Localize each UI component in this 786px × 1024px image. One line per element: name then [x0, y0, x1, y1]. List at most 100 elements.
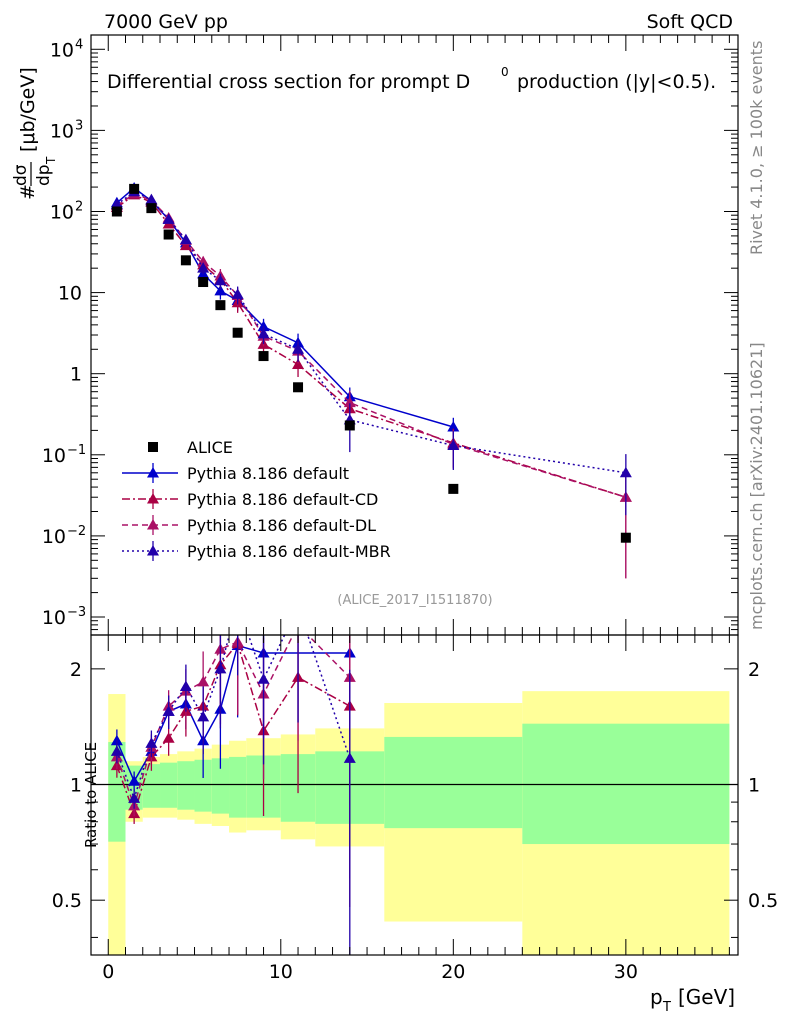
legend-marker-mbr: [147, 545, 159, 556]
ratio-marker-mbr: [145, 737, 158, 748]
ratio-y-tick-label-right: 1: [748, 775, 760, 797]
data-point-alice: [163, 229, 174, 240]
main-y-axis-label: # dσ dp T [μb/GeV]: [11, 67, 58, 200]
ratio-marker-mbr: [162, 705, 175, 716]
main-y-tick-label: 10: [42, 526, 66, 548]
ratio-marker-dl: [197, 675, 210, 687]
legend-label-data: ALICE: [187, 438, 233, 457]
marker-mbr: [197, 262, 210, 273]
legend-label-cd: Pythia 8.186 default-CD: [187, 490, 378, 509]
plot-title-main: Differential cross section for prompt D: [107, 71, 470, 93]
marker-mbr: [231, 288, 244, 299]
legend-label-default: Pythia 8.186 default: [187, 464, 349, 483]
x-label-main: p: [650, 985, 663, 1009]
main-y-tick-label: 10: [50, 39, 74, 61]
ratio-y-tick-label: 0.5: [52, 890, 82, 912]
ratio-marker-mbr: [343, 752, 356, 763]
mcplots-label: mcplots.cern.ch [arXiv:2401.10621]: [747, 342, 766, 630]
main-y-tick-exponent: 4: [75, 37, 83, 52]
ratio-marker-mbr: [214, 662, 227, 674]
data-point-alice: [215, 300, 226, 311]
band-green: [177, 761, 195, 810]
data-point-alice: [620, 532, 631, 543]
energy-label: 7000 GeV pp: [104, 11, 228, 33]
band-green: [384, 736, 523, 829]
marker-mbr: [214, 274, 227, 286]
legend-marker-cd: [147, 493, 159, 504]
data-point-alice: [111, 206, 122, 217]
data-point-alice: [258, 351, 269, 362]
x-tick-label: 30: [614, 961, 638, 983]
category-label: Soft QCD: [647, 11, 733, 33]
main-y-tick-label: 10: [50, 120, 74, 142]
ratio-line-default: [116, 644, 350, 783]
x-tick-label: 0: [102, 961, 114, 983]
marker-mbr: [145, 193, 158, 205]
ratio-marker-mbr: [179, 680, 192, 691]
marker-mbr: [162, 213, 175, 224]
legend-label-mbr: Pythia 8.186 default-MBR: [187, 542, 391, 561]
band-green: [160, 762, 178, 808]
ratio-y-tick-label-right: 2: [748, 659, 760, 681]
main-series-clipped: [110, 181, 632, 579]
ratio-marker-default: [128, 775, 141, 786]
main-y-tick-exponent: 3: [75, 118, 83, 133]
ratio-marker-cd: [162, 732, 175, 743]
data-point-alice: [180, 255, 191, 266]
marker-default: [214, 284, 227, 296]
legend-marker-default: [147, 467, 159, 478]
ratio-line-cd: [116, 641, 351, 816]
ratio-y-tick-label: 2: [70, 659, 82, 681]
x-tick-label: 10: [269, 961, 293, 983]
y-label-den-sub: T: [44, 156, 58, 165]
band-green: [229, 756, 247, 818]
ratio-marker-mbr: [197, 710, 210, 722]
main-y-tick-label: 10: [50, 201, 74, 223]
y-label-den: dp: [34, 164, 54, 186]
ratio-uncertainty-bands: [91, 691, 738, 955]
data-point-alice: [146, 203, 157, 214]
marker-dl: [343, 396, 356, 408]
marker-mbr: [619, 466, 632, 478]
data-point-alice: [448, 483, 459, 494]
x-axis-label: p T [GeV]: [650, 985, 735, 1015]
legend-marker-dl: [147, 519, 159, 530]
main-y-tick-label: 10: [58, 283, 82, 305]
marker-mbr: [257, 327, 270, 339]
y-label-prefix: #: [17, 184, 39, 200]
ratio-series-clipped: [110, 597, 356, 955]
ratio-marker-default: [110, 734, 123, 746]
main-y-tick-label: 10: [42, 607, 66, 629]
ratio-y-tick-label-right: 0.5: [748, 890, 778, 912]
analysis-id: (ALICE_2017_I1511870): [337, 593, 492, 608]
data-point-alice: [293, 382, 304, 393]
y-label-unit: [μb/GeV]: [17, 67, 39, 152]
data-point-alice: [232, 327, 243, 338]
rivet-label: Rivet 4.1.0, ≥ 100k events: [747, 41, 766, 255]
plot-title-sup: 0: [501, 65, 509, 79]
main-y-tick-exponent: −2: [67, 524, 86, 539]
main-y-tick-label: 1: [70, 364, 82, 386]
x-label-sub: T: [662, 1000, 671, 1015]
legend: ALICE Pythia 8.186 default Pythia 8.186 de…: [122, 438, 391, 561]
main-plot-series: [110, 181, 632, 579]
marker-default: [447, 421, 460, 432]
marker-mbr: [447, 439, 460, 451]
marker-mbr: [292, 343, 305, 354]
ratio-marker-mbr: [128, 792, 141, 803]
main-y-tick-exponent: −3: [67, 605, 86, 620]
ratio-marker-mbr: [257, 673, 270, 684]
main-y-tick-exponent: −1: [67, 443, 86, 458]
band-green: [211, 758, 230, 814]
ratio-marker-mbr: [232, 597, 244, 608]
marker-cd: [292, 358, 305, 369]
line-mbr: [116, 190, 626, 474]
main-y-tick-exponent: 2: [75, 199, 83, 214]
data-point-alice: [129, 183, 140, 194]
band-green: [142, 764, 161, 808]
ratio-marker-mbr: [110, 745, 123, 756]
band-green: [194, 759, 212, 812]
legend-marker-alice: [148, 442, 158, 452]
